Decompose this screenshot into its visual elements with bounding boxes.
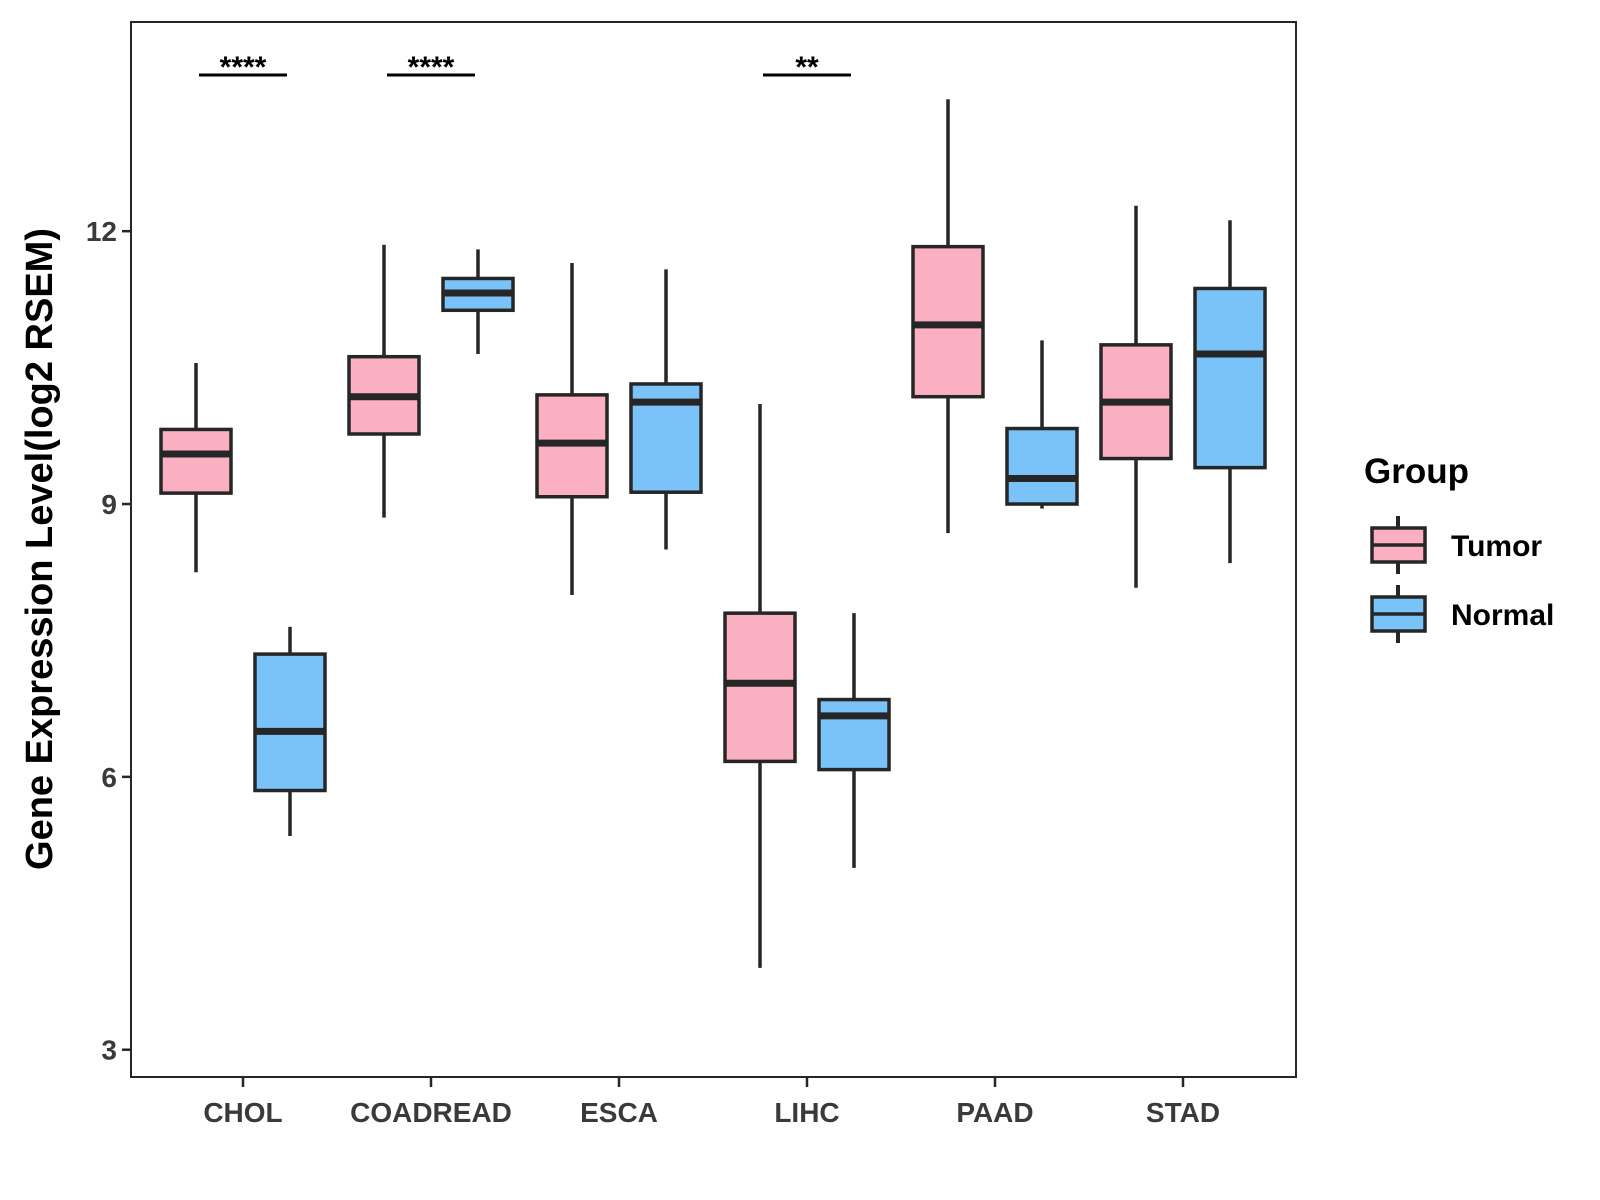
box-iqr <box>817 697 891 772</box>
box-normal-coadread <box>441 249 515 354</box>
x-axis: CHOL COADREAD ESCA LIHC PAAD STAD <box>203 1077 1220 1128</box>
box-tumor-coadread <box>347 244 421 518</box>
plot-panel-border <box>130 21 1297 1078</box>
x-tick-label: LIHC <box>774 1097 839 1128</box>
y-tick-label: 12 <box>86 216 117 247</box>
significance-label: **** <box>220 51 267 84</box>
box-normal-esca <box>629 269 703 550</box>
legend-label-normal: Normal <box>1451 599 1554 632</box>
y-tick-label: 9 <box>101 489 117 520</box>
box-tumor-chol <box>159 363 233 573</box>
legend-key-normal <box>1370 585 1427 643</box>
box-normal-stad <box>1193 220 1267 564</box>
y-axis: 3 6 9 12 <box>86 216 131 1066</box>
box-normal-paad <box>1005 340 1079 509</box>
box-iqr <box>723 611 797 764</box>
significance-layer: **** **** ** <box>199 51 851 84</box>
legend-label-tumor: Tumor <box>1451 530 1542 563</box>
box-tumor-paad <box>911 99 985 534</box>
boxes-layer <box>159 99 1267 968</box>
x-tick-label: CHOL <box>203 1097 282 1128</box>
box-normal-chol <box>253 626 327 836</box>
box-iqr <box>159 427 233 495</box>
legend-key-tumor <box>1370 516 1427 574</box>
y-axis-title: Gene Expression Level(log2 RSEM) <box>19 228 61 870</box>
x-tick-label: COADREAD <box>350 1097 512 1128</box>
significance-label: **** <box>408 51 455 84</box>
legend: Group Tumor Normal <box>1364 452 1554 643</box>
box-tumor-lihc <box>723 403 797 968</box>
significance-label: ** <box>795 51 819 84</box>
legend-title: Group <box>1364 452 1469 491</box>
y-tick-label: 3 <box>101 1035 117 1066</box>
x-tick-label: ESCA <box>580 1097 658 1128</box>
x-tick-label: PAAD <box>956 1097 1033 1128</box>
box-iqr <box>1005 426 1079 506</box>
x-tick-label: STAD <box>1146 1097 1220 1128</box>
box-iqr <box>1193 286 1267 470</box>
box-tumor-stad <box>1099 205 1173 588</box>
box-tumor-esca <box>535 263 609 595</box>
y-tick-label: 6 <box>101 762 117 793</box>
box-iqr <box>253 652 327 793</box>
box-normal-lihc <box>817 613 891 868</box>
